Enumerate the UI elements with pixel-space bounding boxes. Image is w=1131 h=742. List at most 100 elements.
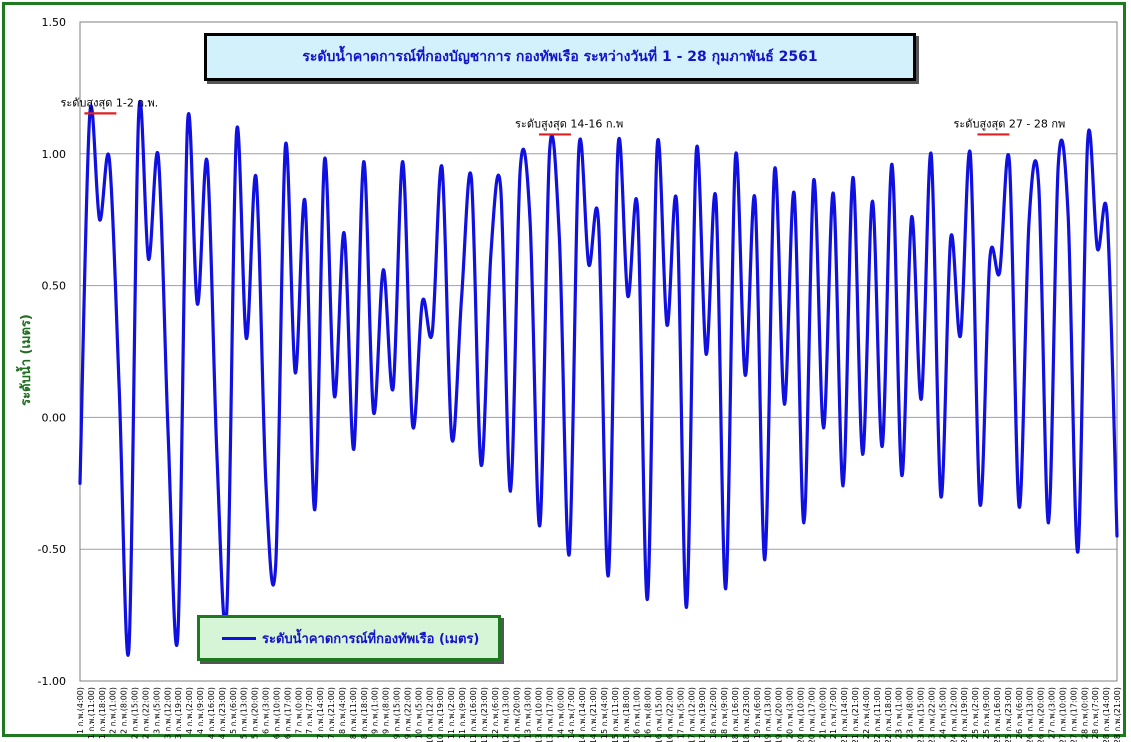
x-tick-label: 5 ก.พ.(6:00) — [229, 687, 238, 734]
x-tick-label: 3 ก.พ.(12:00) — [163, 687, 172, 739]
plot-area — [79, 21, 1118, 682]
x-tick-label: 6 ก.พ.(17:00) — [283, 687, 292, 739]
x-tick-label: 6 ก.พ.(10:00) — [272, 687, 281, 739]
x-tick-label: 1 ก.พ.(11:00) — [87, 687, 96, 739]
x-tick-label: 25 ก.พ.(2:00) — [971, 687, 980, 739]
x-tick-label: 21 ก.พ.(21:00) — [851, 687, 860, 742]
chart-title-box: ระดับน้ำคาดการณ์ที่กองบัญชาการ กองทัพเรื… — [204, 33, 916, 81]
x-tick-label: 18 ก.พ.(16:00) — [731, 687, 740, 742]
x-tick-label: 25 ก.พ.(23:00) — [1004, 687, 1013, 742]
x-tick-label: 28 ก.พ.(0:00) — [1080, 687, 1089, 739]
annotation-label: ระดับสูงสุด 27 - 28 กพ — [953, 117, 1065, 130]
x-tick-label: 9 ก.พ.(8:00) — [382, 687, 391, 734]
x-tick-label: 22 ก.พ.(4:00) — [862, 687, 871, 739]
x-tick-label: 20 ก.พ.(10:00) — [796, 687, 805, 742]
x-tick-label: 20 ก.พ.(17:00) — [807, 687, 816, 742]
y-tick-label: 0.00 — [42, 411, 67, 424]
x-tick-label: 25 ก.พ.(16:00) — [993, 687, 1002, 742]
x-tick-label: 12 ก.พ.(20:00) — [513, 687, 522, 742]
x-tick-label: 26 ก.พ.(20:00) — [1037, 687, 1046, 742]
x-tick-label: 7 ก.พ.(14:00) — [316, 687, 325, 739]
x-tick-label: 10 ก.พ.(12:00) — [425, 687, 434, 742]
x-tick-label: 7 ก.พ.(0:00) — [294, 687, 303, 734]
x-tick-label: 28 ก.พ.(7:00) — [1091, 687, 1100, 739]
x-tick-label: 14 ก.พ.(21:00) — [589, 687, 598, 742]
x-tick-label: 17 ก.พ.(5:00) — [676, 687, 685, 739]
x-tick-label: 26 ก.พ.(6:00) — [1015, 687, 1024, 739]
x-tick-label: 11 ก.พ.(9:00) — [458, 687, 467, 739]
x-tick-label: 14 ก.พ.(7:00) — [567, 687, 576, 739]
x-tick-label: 19 ก.พ.(13:00) — [764, 687, 773, 742]
annotation-label: ระดับสูงสุด 14-16 ก.พ — [515, 117, 623, 130]
x-tick-label: 1 ก.พ.(18:00) — [98, 687, 107, 739]
legend: ระดับน้ำคาดการณ์ที่กองทัพเรือ (เมตร) — [197, 615, 501, 661]
x-tick-label: 24 ก.พ.(5:00) — [938, 687, 947, 739]
x-tick-label: 4 ก.พ.(9:00) — [196, 687, 205, 734]
x-tick-label: 26 ก.พ.(13:00) — [1026, 687, 1035, 742]
x-tick-label: 11 ก.พ.(2:00) — [447, 687, 456, 739]
x-tick-label: 24 ก.พ.(19:00) — [960, 687, 969, 742]
x-tick-label: 2 ก.พ.(22:00) — [141, 687, 150, 739]
series-line — [78, 100, 1119, 657]
x-tick-label: 8 ก.พ.(4:00) — [338, 687, 347, 734]
x-tick-label: 17 ก.พ.(19:00) — [698, 687, 707, 742]
x-tick-label: 7 ก.พ.(7:00) — [305, 687, 314, 734]
x-tick-label: 22 ก.พ.(18:00) — [884, 687, 893, 742]
x-tick-label: 8 ก.พ.(18:00) — [360, 687, 369, 739]
x-tick-label: 2 ก.พ.(1:00) — [109, 687, 118, 734]
x-tick-label: 15 ก.พ.(18:00) — [622, 687, 631, 742]
x-tick-label: 3 ก.พ.(5:00) — [152, 687, 161, 734]
x-tick-label: 1 ก.พ.(4:00) — [76, 687, 85, 734]
x-tick-label: 21 ก.พ.(0:00) — [818, 687, 827, 739]
x-tick-label: 10 ก.พ.(5:00) — [414, 687, 423, 739]
x-tick-label: 17 ก.พ.(12:00) — [687, 687, 696, 742]
x-tick-label: 19 ก.พ.(6:00) — [753, 687, 762, 739]
y-tick-label: 1.00 — [42, 148, 67, 161]
x-tick-label: 3 ก.พ.(19:00) — [174, 687, 183, 739]
x-tick-label: 22 ก.พ.(11:00) — [873, 687, 882, 742]
x-axis-ticks: 1 ก.พ.(4:00) 1 ก.พ.(11:00) 1 ก.พ.(18:00) 2 … — [76, 687, 1122, 742]
x-tick-label: 23 ก.พ.(15:00) — [917, 687, 926, 742]
x-tick-label: 14 ก.พ.(0:00) — [556, 687, 565, 739]
annotations: ระดับสูงสุด 1-2 ก.พ. ระดับสูงสุด 14-16 ก.… — [60, 96, 1065, 136]
y-tick-label: 1.50 — [42, 16, 67, 29]
x-tick-label: 23 ก.พ.(22:00) — [927, 687, 936, 742]
x-tick-label: 2 ก.พ.(15:00) — [131, 687, 140, 739]
x-tick-label: 27 ก.พ.(10:00) — [1058, 687, 1067, 742]
x-tick-label: 19 ก.พ.(20:00) — [775, 687, 784, 742]
x-tick-label: 27 ก.พ.(3:00) — [1048, 687, 1057, 739]
x-tick-label: 4 ก.พ.(23:00) — [218, 687, 227, 739]
x-tick-label: 6 ก.พ.(3:00) — [262, 687, 271, 734]
x-tick-label: 13 ก.พ.(17:00) — [545, 687, 554, 742]
y-axis-label: ระดับน้ำ (เมตร) — [15, 314, 34, 406]
x-tick-label: 21 ก.พ.(14:00) — [840, 687, 849, 742]
x-tick-label: 16 ก.พ.(8:00) — [644, 687, 653, 739]
y-tick-label: -1.00 — [38, 675, 66, 688]
x-tick-label: 20 ก.พ.(3:00) — [786, 687, 795, 739]
x-tick-label: 23 ก.พ.(8:00) — [906, 687, 915, 739]
x-tick-label: 4 ก.พ.(16:00) — [207, 687, 216, 739]
x-tick-label: 24 ก.พ.(12:00) — [949, 687, 958, 742]
x-tick-label: 11 ก.พ.(16:00) — [469, 687, 478, 742]
x-tick-label: 21 ก.พ.(7:00) — [829, 687, 838, 739]
x-tick-label: 9 ก.พ.(15:00) — [393, 687, 402, 739]
x-tick-label: 15 ก.พ.(11:00) — [611, 687, 620, 742]
chart-title: ระดับน้ำคาดการณ์ที่กองบัญชาการ กองทัพเรื… — [302, 49, 818, 65]
legend-line-swatch — [222, 636, 256, 640]
x-tick-label: 18 ก.พ.(9:00) — [720, 687, 729, 739]
x-tick-label: 25 ก.พ.(9:00) — [982, 687, 991, 739]
annotation: ระดับสูงสุด 1-2 ก.พ. — [60, 96, 158, 115]
x-tick-label: 10 ก.พ.(19:00) — [436, 687, 445, 742]
x-tick-label: 5 ก.พ.(20:00) — [251, 687, 260, 739]
annotation-label: ระดับสูงสุด 1-2 ก.พ. — [60, 96, 158, 109]
x-tick-label: 8 ก.พ.(11:00) — [349, 687, 358, 739]
x-tick-label: 13 ก.พ.(10:00) — [534, 687, 543, 742]
legend-label: ระดับน้ำคาดการณ์ที่กองทัพเรือ (เมตร) — [262, 631, 480, 647]
x-tick-label: 28 ก.พ.(21:00) — [1113, 687, 1122, 742]
x-tick-label: 18 ก.พ.(2:00) — [709, 687, 718, 739]
x-tick-label: 18 ก.พ.(23:00) — [742, 687, 751, 742]
x-tick-label: 16 ก.พ.(15:00) — [655, 687, 664, 742]
y-tick-label: -0.50 — [38, 543, 66, 556]
